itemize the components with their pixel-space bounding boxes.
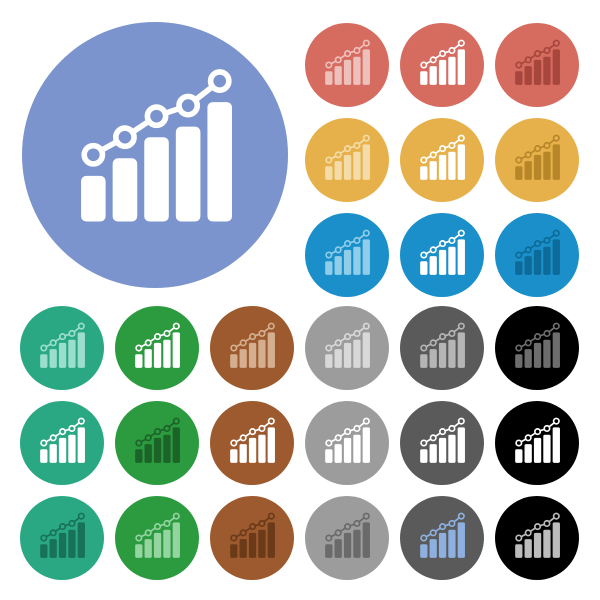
bar-chart-icon	[131, 417, 183, 469]
bar-chart-icon	[321, 512, 373, 564]
bar-chart-icon	[511, 322, 563, 374]
bar-chart-icon	[131, 512, 183, 564]
bar-chart-icon	[321, 134, 373, 186]
bar-chart-icon	[416, 134, 468, 186]
bar-chart-icon	[511, 229, 563, 281]
bar-chart-icon	[321, 39, 373, 91]
bar-chart-icon	[226, 512, 278, 564]
bar-chart-icon	[226, 417, 278, 469]
bar-chart-icon	[321, 322, 373, 374]
bar-chart-icon	[321, 417, 373, 469]
bar-chart-icon	[416, 39, 468, 91]
bar-chart-icon	[226, 322, 278, 374]
bar-chart-icon	[36, 322, 88, 374]
bar-chart-icon	[416, 322, 468, 374]
bar-chart-icon	[36, 417, 88, 469]
bar-chart-icon	[416, 512, 468, 564]
bar-chart-icon	[511, 417, 563, 469]
bar-chart-icon	[416, 229, 468, 281]
bar-chart-icon	[511, 134, 563, 186]
bar-chart-icon	[511, 512, 563, 564]
bar-chart-icon	[511, 39, 563, 91]
bar-chart-icon	[321, 229, 373, 281]
bar-chart-icon	[131, 322, 183, 374]
bar-chart-icon	[67, 67, 243, 243]
bar-chart-icon	[36, 512, 88, 564]
bar-chart-icon	[416, 417, 468, 469]
